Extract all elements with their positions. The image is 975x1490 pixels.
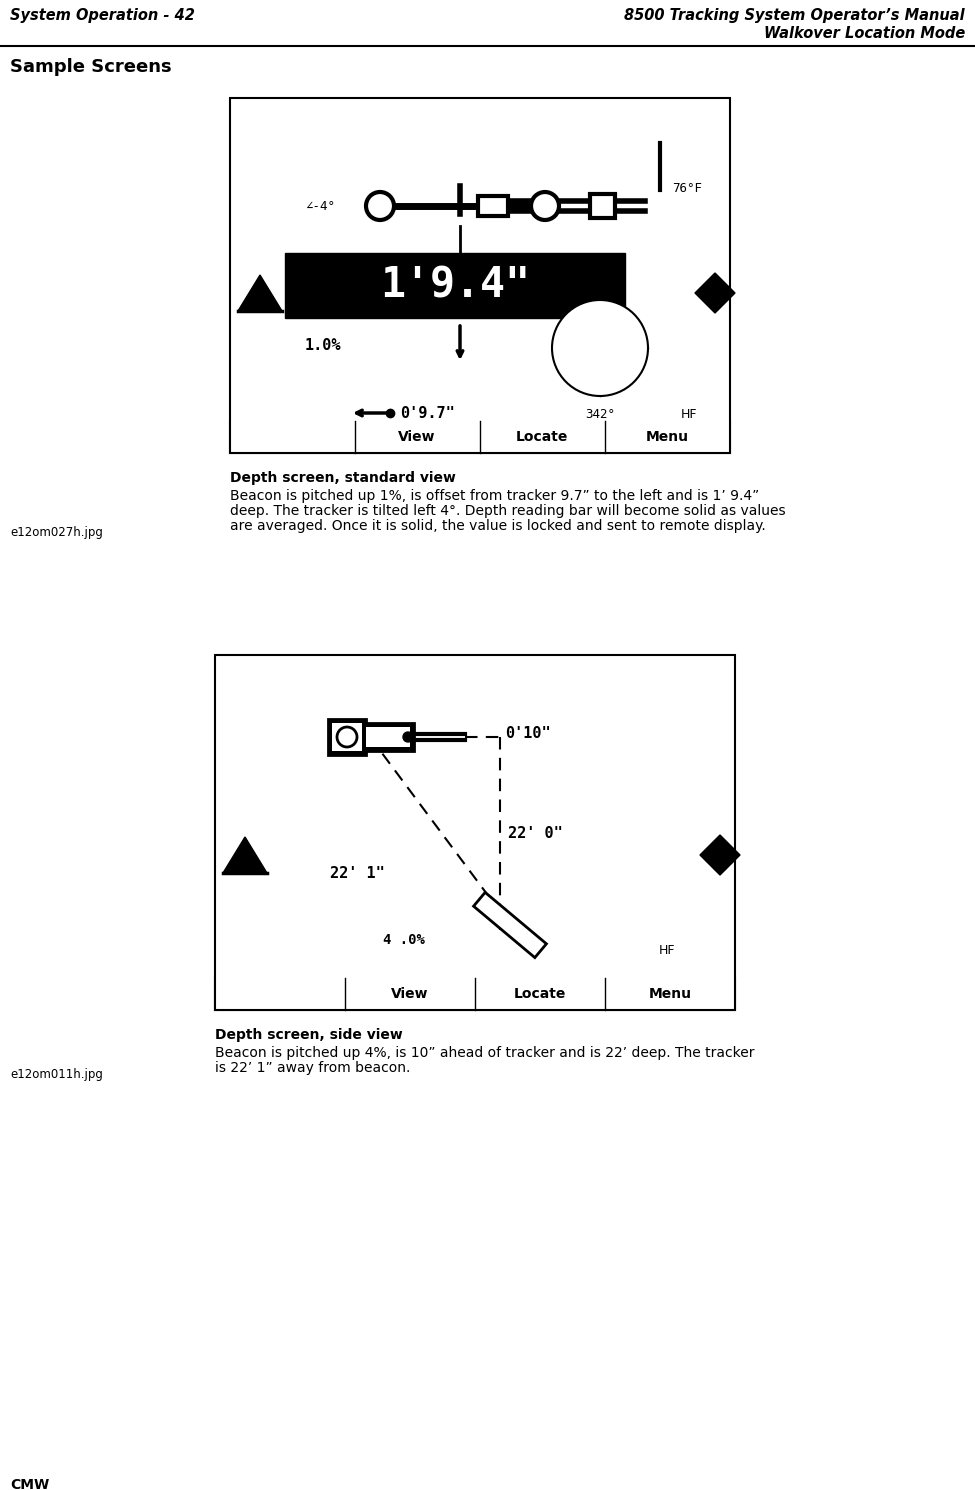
Circle shape: [653, 189, 667, 203]
Bar: [651, 945, 656, 952]
Text: ∠-4°: ∠-4°: [305, 200, 335, 213]
Circle shape: [269, 983, 291, 1004]
Polygon shape: [285, 431, 299, 444]
Bar: [590, 194, 615, 218]
Text: e12om027h.jpg: e12om027h.jpg: [10, 526, 103, 539]
Text: deep. The tracker is tilted left 4°. Depth reading bar will become solid as valu: deep. The tracker is tilted left 4°. Dep…: [230, 504, 786, 519]
Text: Menu: Menu: [648, 986, 691, 1001]
Bar: [215, 977, 735, 1010]
Text: 76°F: 76°F: [672, 182, 702, 195]
Circle shape: [281, 426, 303, 448]
Bar: [288, 361, 360, 378]
Bar: [645, 402, 673, 422]
Text: 0'9.7": 0'9.7": [400, 405, 454, 420]
Text: e12om011h.jpg: e12om011h.jpg: [10, 1068, 103, 1082]
Text: System Operation - 42: System Operation - 42: [10, 7, 195, 22]
Bar: [230, 422, 730, 453]
Text: is 22’ 1” away from beacon.: is 22’ 1” away from beacon.: [215, 1061, 410, 1074]
Circle shape: [552, 299, 648, 396]
Bar: [362, 723, 414, 751]
Text: HF: HF: [659, 945, 676, 958]
Bar: [328, 720, 366, 755]
Circle shape: [403, 732, 413, 742]
Polygon shape: [273, 986, 287, 1001]
Text: Depth screen, standard view: Depth screen, standard view: [230, 471, 456, 486]
Polygon shape: [695, 273, 735, 313]
Text: Beacon is pitched up 4%, is 10” ahead of tracker and is 22’ deep. The tracker: Beacon is pitched up 4%, is 10” ahead of…: [215, 1046, 755, 1059]
Text: Depth screen, side view: Depth screen, side view: [215, 1028, 403, 1042]
Polygon shape: [223, 837, 267, 873]
Polygon shape: [238, 276, 282, 311]
Text: 1.0%: 1.0%: [305, 338, 341, 353]
Bar: [478, 197, 508, 216]
Circle shape: [366, 192, 394, 221]
Bar: [646, 404, 672, 413]
Bar: [366, 727, 410, 746]
Polygon shape: [700, 834, 740, 875]
Text: are averaged. Once it is solid, the value is locked and sent to remote display.: are averaged. Once it is solid, the valu…: [230, 519, 765, 533]
Bar: [288, 361, 438, 378]
Text: View: View: [398, 431, 436, 444]
Text: 22' 0": 22' 0": [508, 825, 563, 840]
Text: Locate: Locate: [514, 986, 566, 1001]
Text: Walkover Location Mode: Walkover Location Mode: [763, 25, 965, 42]
Text: 342°: 342°: [585, 408, 615, 422]
Text: 22' 1": 22' 1": [330, 866, 385, 881]
Text: Locate: Locate: [516, 431, 568, 444]
Text: HF: HF: [681, 408, 697, 422]
Text: 1'9.4": 1'9.4": [380, 265, 530, 307]
Polygon shape: [347, 317, 383, 346]
Bar: [285, 253, 625, 317]
Bar: [230, 98, 730, 453]
Text: View: View: [391, 986, 429, 1001]
Text: 0'10": 0'10": [505, 726, 551, 741]
Text: Menu: Menu: [645, 431, 688, 444]
Polygon shape: [474, 893, 546, 958]
Text: CMW: CMW: [10, 1478, 50, 1490]
Circle shape: [337, 727, 357, 746]
Bar: [215, 656, 735, 1010]
Bar: [623, 939, 651, 957]
Circle shape: [531, 192, 559, 221]
Bar: [673, 408, 678, 416]
Bar: [332, 723, 362, 751]
Text: 8500 Tracking System Operator’s Manual: 8500 Tracking System Operator’s Manual: [624, 7, 965, 22]
Text: 4 .0%: 4 .0%: [383, 933, 425, 948]
Text: Sample Screens: Sample Screens: [10, 58, 172, 76]
Bar: [624, 940, 650, 948]
Text: Beacon is pitched up 1%, is offset from tracker 9.7” to the left and is 1’ 9.4”: Beacon is pitched up 1%, is offset from …: [230, 489, 760, 504]
